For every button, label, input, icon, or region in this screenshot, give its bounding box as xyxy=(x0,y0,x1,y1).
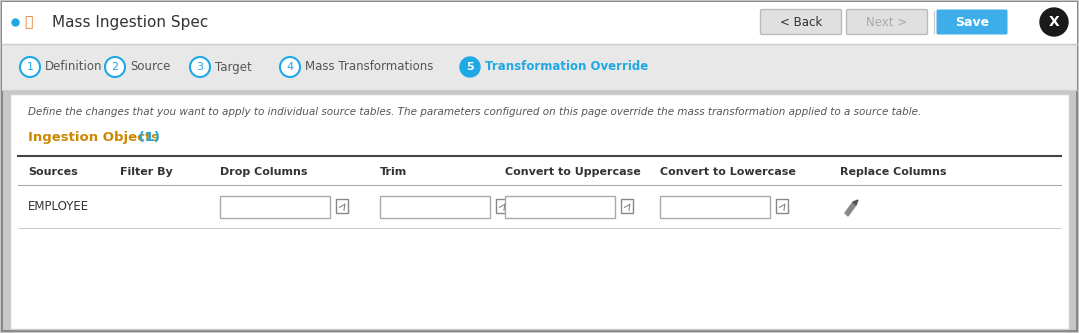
Text: Replace Columns: Replace Columns xyxy=(839,167,946,177)
Text: Convert to Uppercase: Convert to Uppercase xyxy=(505,167,641,177)
Text: < Back: < Back xyxy=(780,16,822,29)
FancyBboxPatch shape xyxy=(776,199,788,213)
Text: Ingestion Objects: Ingestion Objects xyxy=(28,132,159,145)
Text: 1: 1 xyxy=(27,62,33,72)
Circle shape xyxy=(105,57,125,77)
Text: Definition: Definition xyxy=(45,61,103,74)
FancyBboxPatch shape xyxy=(220,196,330,218)
Text: Sources: Sources xyxy=(28,167,78,177)
FancyBboxPatch shape xyxy=(505,196,615,218)
Text: 5: 5 xyxy=(466,62,474,72)
FancyBboxPatch shape xyxy=(622,199,633,213)
Text: Transformation Override: Transformation Override xyxy=(484,61,648,74)
Text: EMPLOYEE: EMPLOYEE xyxy=(28,200,90,213)
FancyBboxPatch shape xyxy=(847,10,928,35)
Text: 2: 2 xyxy=(111,62,119,72)
Text: 4: 4 xyxy=(286,62,293,72)
FancyBboxPatch shape xyxy=(496,199,508,213)
Circle shape xyxy=(460,57,480,77)
FancyBboxPatch shape xyxy=(380,196,490,218)
FancyBboxPatch shape xyxy=(10,94,1069,329)
FancyBboxPatch shape xyxy=(2,2,1077,44)
Text: Source: Source xyxy=(129,61,170,74)
Text: Drop Columns: Drop Columns xyxy=(220,167,308,177)
Circle shape xyxy=(279,57,300,77)
FancyBboxPatch shape xyxy=(2,44,1077,90)
Circle shape xyxy=(1040,8,1068,36)
Text: Next >: Next > xyxy=(866,16,907,29)
Text: 3: 3 xyxy=(196,62,204,72)
Polygon shape xyxy=(845,202,856,216)
Text: Define the changes that you want to apply to individual source tables. The param: Define the changes that you want to appl… xyxy=(28,107,921,117)
Circle shape xyxy=(21,57,40,77)
FancyBboxPatch shape xyxy=(336,199,349,213)
Text: Mass Ingestion Spec: Mass Ingestion Spec xyxy=(52,15,208,30)
Text: Mass Transformations: Mass Transformations xyxy=(305,61,434,74)
FancyBboxPatch shape xyxy=(761,10,842,35)
Text: 🔀: 🔀 xyxy=(24,15,32,29)
Text: Save: Save xyxy=(955,16,989,29)
Text: (1): (1) xyxy=(134,132,160,145)
Text: Trim: Trim xyxy=(380,167,407,177)
Text: Convert to Lowercase: Convert to Lowercase xyxy=(660,167,796,177)
Polygon shape xyxy=(853,200,858,205)
FancyBboxPatch shape xyxy=(937,10,1008,35)
Circle shape xyxy=(190,57,210,77)
Text: Filter By: Filter By xyxy=(120,167,173,177)
Text: Target: Target xyxy=(215,61,251,74)
FancyBboxPatch shape xyxy=(660,196,770,218)
Text: X: X xyxy=(1049,15,1060,29)
